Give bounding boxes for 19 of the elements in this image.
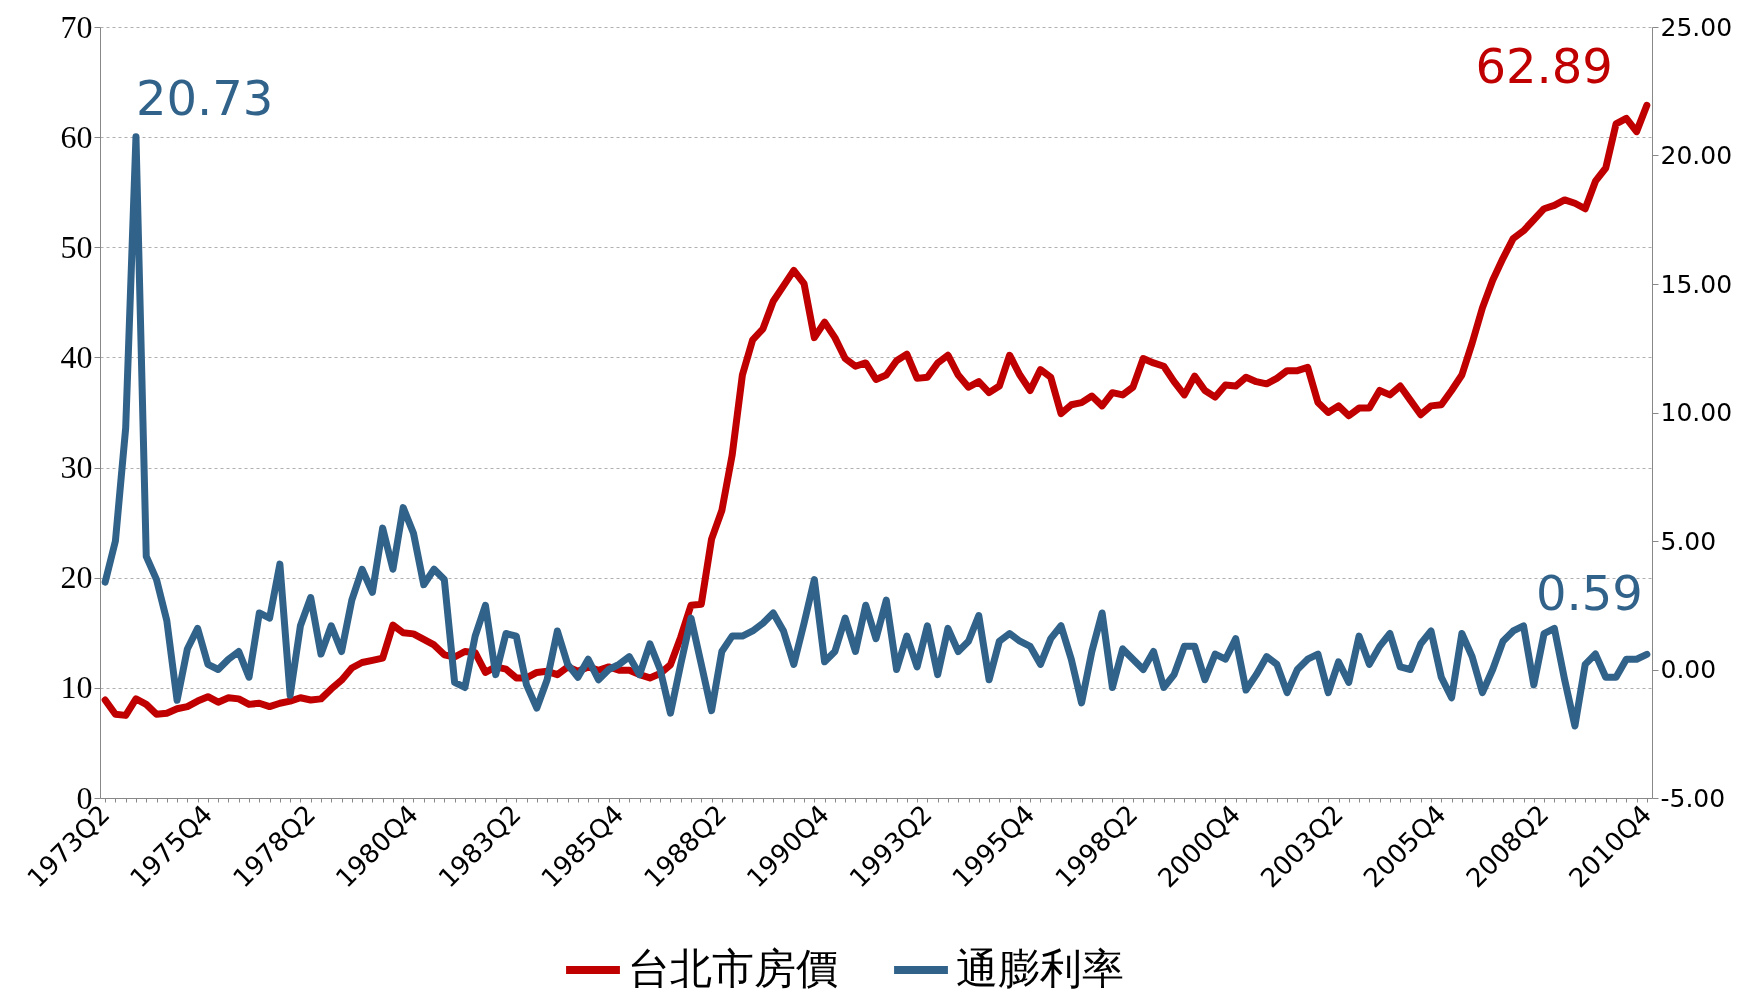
y2-tick-label: 5.00 bbox=[1660, 526, 1717, 556]
y2-tick-label: 20.00 bbox=[1660, 141, 1733, 170]
y-tick-label: 40 bbox=[60, 338, 93, 375]
y-tick-label: 20 bbox=[60, 559, 93, 596]
y2-tick-label: 0.00 bbox=[1660, 655, 1717, 684]
y-tick-label: 50 bbox=[60, 228, 93, 265]
y-tick-label: 60 bbox=[60, 118, 93, 155]
y2-tick-label: -5.00 bbox=[1660, 783, 1726, 813]
data-label: 20.73 bbox=[135, 69, 274, 126]
data-label: 62.89 bbox=[1475, 38, 1613, 95]
y2-tick-label: 15.00 bbox=[1660, 269, 1733, 299]
y-tick-label: 30 bbox=[60, 449, 93, 486]
y-tick-label: 10 bbox=[60, 669, 93, 706]
legend-label: 通膨利率 bbox=[956, 944, 1124, 993]
y2-tick-label: 10.00 bbox=[1660, 398, 1733, 427]
y-tick-label: 70 bbox=[60, 8, 93, 45]
y2-tick-label: 25.00 bbox=[1660, 12, 1733, 42]
legend-label: 台北市房價 bbox=[628, 944, 838, 993]
data-label: 0.59 bbox=[1535, 565, 1643, 622]
